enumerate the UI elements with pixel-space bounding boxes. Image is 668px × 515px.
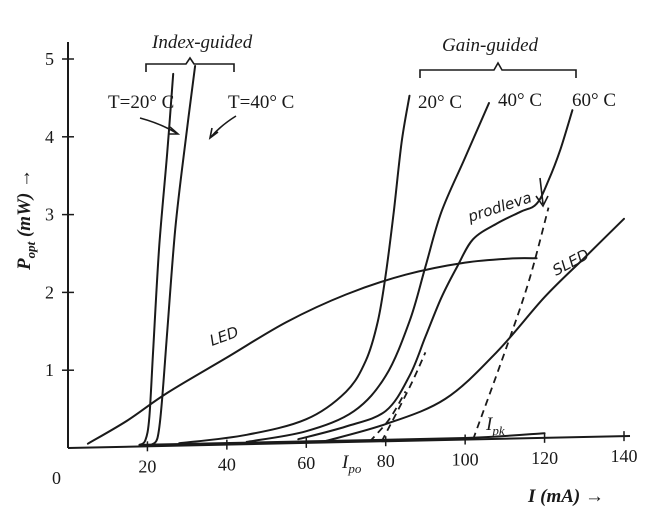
annotation-ipo-sub: po bbox=[347, 461, 362, 476]
series-line-gg20 bbox=[178, 94, 411, 445]
label-gg60: 60° C bbox=[572, 90, 616, 111]
series-line-ig20 bbox=[138, 72, 175, 446]
svg-text:Popt (mW) →: Popt (mW) → bbox=[14, 169, 38, 271]
series-line-gg40 bbox=[245, 102, 490, 443]
annotation-ipo: Ipo bbox=[341, 452, 362, 476]
label-ig40: T=40° C bbox=[228, 92, 294, 113]
index-guided-brace bbox=[145, 56, 235, 72]
label-sled: SLED bbox=[549, 245, 592, 279]
group-label-index-guided: Index-guided bbox=[151, 32, 253, 53]
x-tick-label: 120 bbox=[531, 448, 558, 468]
y-axis-label-main: P bbox=[14, 258, 35, 271]
origin-label: 0 bbox=[52, 468, 61, 488]
series-line-gg60 bbox=[297, 109, 574, 441]
tick-labels: 20 40 60 80 100 120 140 1 2 3 4 5 bbox=[45, 49, 638, 476]
series-line-ig40 bbox=[150, 65, 197, 446]
gain-guided-brace bbox=[419, 61, 577, 78]
y-tick-label: 5 bbox=[45, 49, 54, 69]
arrow-prodleva bbox=[535, 177, 549, 208]
y-tick-label: 3 bbox=[45, 205, 54, 225]
label-gg20: 20° C bbox=[418, 92, 462, 113]
annotation-ipk-sub: pk bbox=[491, 423, 505, 438]
annotation-prodleva: prodleva bbox=[465, 188, 534, 226]
y-axis-label: Popt (mW) → bbox=[14, 169, 38, 271]
group-label-gain-guided: Gain-guided bbox=[442, 35, 539, 56]
series-line-base bbox=[138, 432, 546, 446]
y-axis-label-sub: opt bbox=[23, 241, 38, 258]
dashed-line-ipk bbox=[472, 207, 550, 440]
y-tick-label: 1 bbox=[45, 360, 54, 380]
x-tick-label: 100 bbox=[452, 450, 479, 470]
x-tick-label: 40 bbox=[218, 455, 236, 475]
annotation-ipk-main: I bbox=[485, 414, 494, 435]
label-ig20: T=20° C bbox=[108, 92, 174, 113]
annotation-ipo-main: I bbox=[341, 452, 350, 473]
y-axis-label-unit: (mW) → bbox=[14, 169, 35, 242]
dashed-line-ipo bbox=[380, 352, 427, 442]
label-led: LED bbox=[207, 323, 241, 350]
x-tick-label: 140 bbox=[611, 446, 638, 466]
x-tick-label: 60 bbox=[297, 453, 315, 473]
ticks bbox=[62, 58, 625, 452]
y-tick-label: 2 bbox=[45, 282, 54, 302]
label-gg40: 40° C bbox=[498, 90, 542, 111]
dashed-lines bbox=[369, 207, 550, 443]
annotation-ipk: Ipk bbox=[485, 414, 505, 438]
arrow-ig20 bbox=[139, 117, 181, 135]
dashed-line-ipo2 bbox=[369, 390, 407, 443]
x-tick-label: 80 bbox=[377, 451, 395, 471]
series-line-led bbox=[86, 257, 538, 445]
x-axis-label: I (mA) → bbox=[527, 486, 604, 507]
x-tick-label: 20 bbox=[138, 456, 156, 476]
curves bbox=[86, 65, 625, 446]
y-tick-label: 4 bbox=[45, 127, 54, 147]
x-axis bbox=[67, 435, 631, 449]
arrow-ig40 bbox=[208, 115, 237, 140]
series-line-sled bbox=[325, 217, 625, 442]
